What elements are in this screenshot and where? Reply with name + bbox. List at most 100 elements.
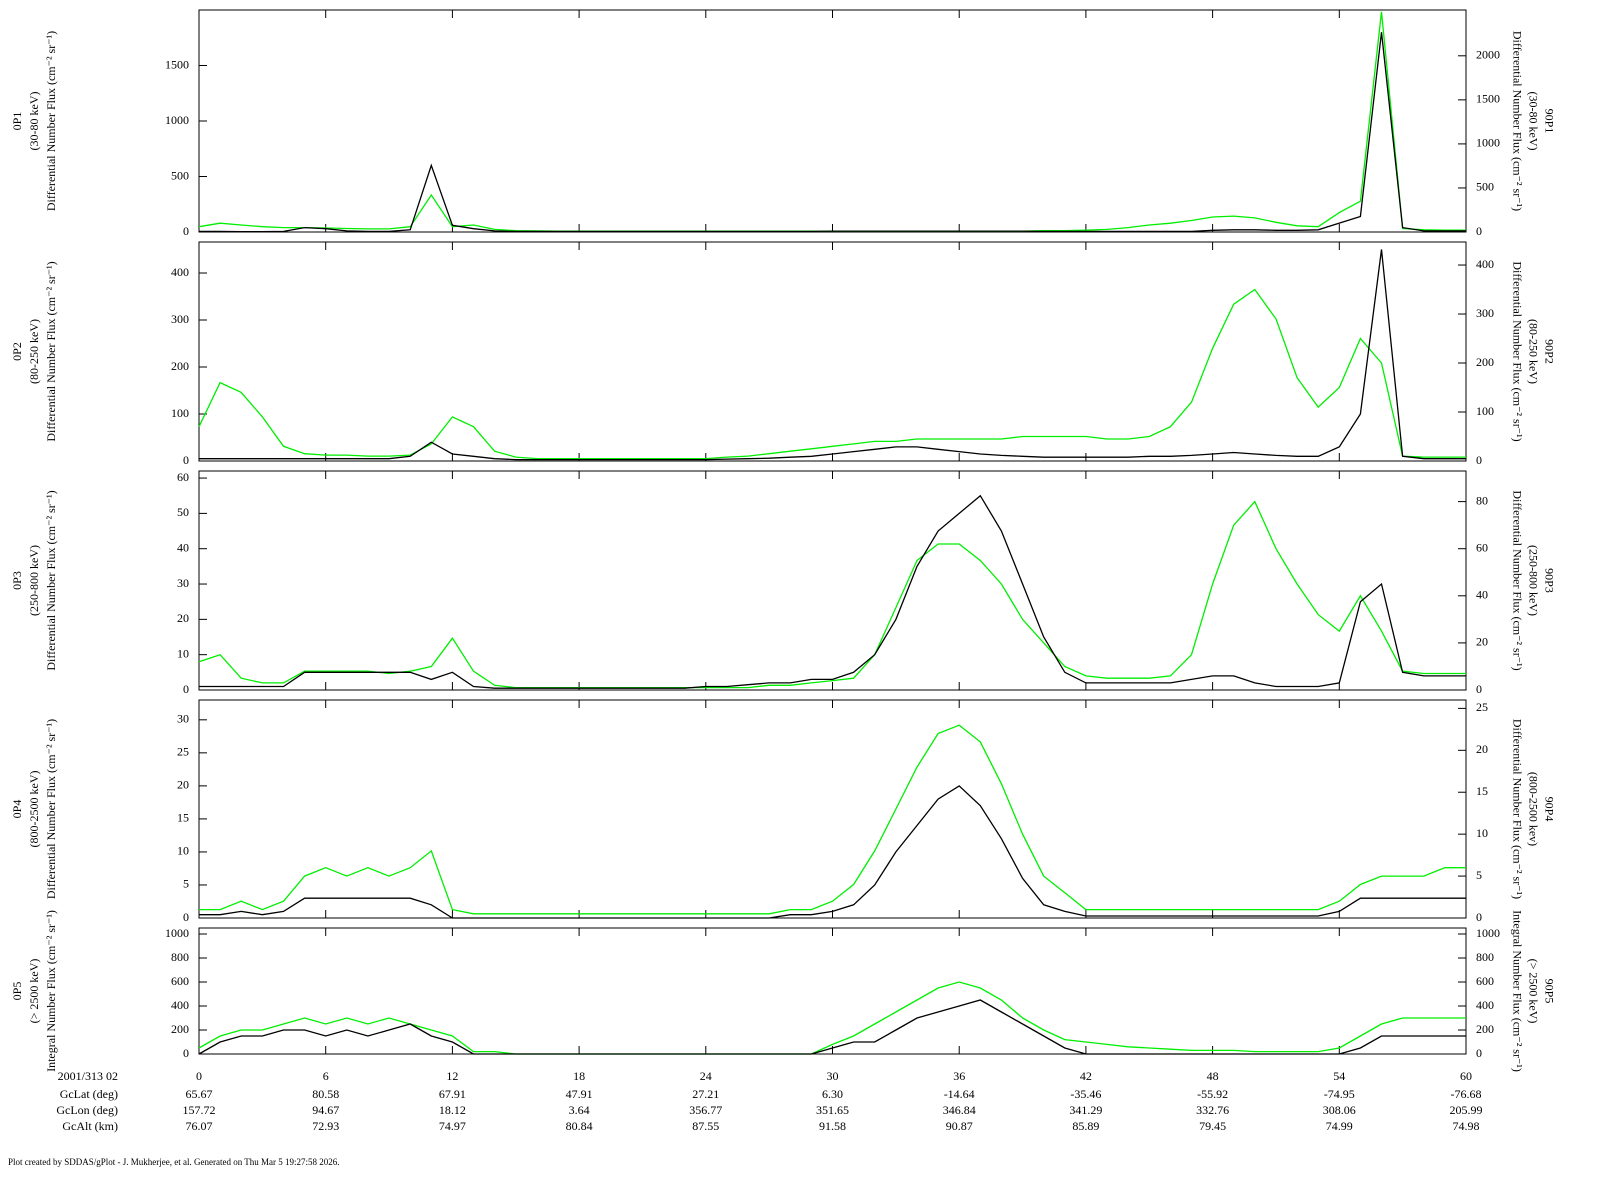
ephemeris-value: 308.06	[1323, 1103, 1356, 1117]
y2-axis-label: 90P3	[1542, 568, 1556, 593]
ephemeris-value: 80.58	[312, 1087, 339, 1101]
x-tick-label: 0	[196, 1069, 202, 1083]
y-axis-label: 0P4	[10, 800, 24, 819]
y2-tick-label: 0	[1476, 224, 1482, 238]
ephemeris-label: GcLat (deg)	[60, 1087, 118, 1101]
ephemeris-value: 67.91	[439, 1087, 466, 1101]
x-tick-label: 18	[573, 1069, 585, 1083]
y-axis-label: (80-250 keV)	[27, 319, 41, 384]
y2-axis-label: (> 2500 keV)	[1526, 959, 1540, 1024]
ephemeris-value: -74.95	[1324, 1087, 1355, 1101]
y-tick-label: 200	[171, 1022, 189, 1036]
y2-axis-label: 90P5	[1542, 979, 1556, 1004]
y2-axis-label: 90P1	[1542, 109, 1556, 134]
y-tick-label: 20	[177, 778, 189, 792]
data-line	[199, 494, 1466, 689]
ephemeris-value: 74.98	[1453, 1119, 1480, 1133]
y2-tick-label: 5	[1476, 868, 1482, 882]
y-tick-label: 30	[177, 576, 189, 590]
data-line	[198, 288, 1466, 460]
x-tick-label: 48	[1207, 1069, 1219, 1083]
y-axis-label: Differential Number Flux (cm⁻² sr⁻¹)	[44, 490, 58, 670]
ephemeris-value: 27.21	[692, 1087, 719, 1101]
ephemeris-value: 72.93	[312, 1119, 339, 1133]
y2-axis-label: (250-800 keV)	[1526, 545, 1540, 616]
y2-tick-label: 100	[1476, 404, 1494, 418]
ephemeris-value: 157.72	[183, 1103, 216, 1117]
ephemeris-value: -76.68	[1451, 1087, 1482, 1101]
y-tick-label: 60	[177, 470, 189, 484]
ephemeris-value: 65.67	[186, 1087, 213, 1101]
data-line	[198, 11, 1466, 232]
ephemeris-value: 91.58	[819, 1119, 846, 1133]
data-line	[198, 981, 1466, 1055]
y-axis-label: (> 2500 keV)	[27, 959, 41, 1024]
y2-tick-label: 400	[1476, 257, 1494, 271]
ephemeris-value: 341.29	[1069, 1103, 1102, 1117]
x-tick-label: 54	[1333, 1069, 1345, 1083]
ephemeris-value: 332.76	[1196, 1103, 1229, 1117]
y2-tick-label: 0	[1476, 1046, 1482, 1060]
y2-tick-label: 600	[1476, 974, 1494, 988]
ephemeris-value: -35.46	[1070, 1087, 1101, 1101]
data-line	[199, 724, 1466, 915]
y2-tick-label: 2000	[1476, 48, 1500, 62]
y-axis-label: 0P3	[10, 571, 24, 590]
ephemeris-value: 47.91	[566, 1087, 593, 1101]
plot-frame	[198, 241, 1467, 462]
y-tick-label: 500	[171, 168, 189, 182]
y-tick-label: 5	[183, 877, 189, 891]
ephemeris-value: 94.67	[312, 1103, 339, 1117]
y-tick-label: 0	[183, 910, 189, 924]
data-line	[198, 999, 1466, 1055]
y2-tick-label: 300	[1476, 306, 1494, 320]
y-tick-label: 20	[177, 611, 189, 625]
y-axis-label: 0P1	[10, 112, 24, 131]
y-axis-label: 0P5	[10, 982, 24, 1001]
y2-axis-label: (30-80 keV)	[1526, 92, 1540, 151]
y-tick-label: 40	[177, 540, 189, 554]
ephemeris-label: GcLon (deg)	[56, 1103, 118, 1117]
y-tick-label: 400	[171, 265, 189, 279]
x-tick-label: 36	[953, 1069, 965, 1083]
y2-tick-label: 500	[1476, 180, 1494, 194]
y2-tick-label: 1500	[1476, 92, 1500, 106]
y2-axis-label: Integral Number Flux (cm⁻² sr⁻¹)	[1510, 910, 1524, 1072]
y-tick-label: 100	[171, 406, 189, 420]
x-tick-label: 12	[446, 1069, 458, 1083]
y-tick-label: 30	[177, 712, 189, 726]
y-tick-label: 15	[177, 811, 189, 825]
ephemeris-value: 356.77	[689, 1103, 722, 1117]
plot-frame	[198, 9, 1467, 233]
x-tick-label: 30	[827, 1069, 839, 1083]
plot-frame	[198, 699, 1467, 919]
y-axis-label: (250-800 keV)	[27, 545, 41, 616]
data-line	[199, 32, 1466, 233]
y-tick-label: 0	[183, 453, 189, 467]
ephemeris-value: 74.99	[1326, 1119, 1353, 1133]
y-tick-label: 1500	[165, 57, 189, 71]
y2-tick-label: 20	[1476, 742, 1488, 756]
data-line	[198, 500, 1466, 689]
y2-tick-label: 200	[1476, 355, 1494, 369]
y2-tick-label: 15	[1476, 784, 1488, 798]
footer: Plot created by SDDAS/gPlot - J. Mukherj…	[8, 1157, 340, 1167]
y2-tick-label: 10	[1476, 826, 1488, 840]
ephemeris-value: 87.55	[692, 1119, 719, 1133]
y-axis-label: Differential Number Flux (cm⁻² sr⁻¹)	[44, 719, 58, 899]
y2-tick-label: 25	[1476, 700, 1488, 714]
y2-tick-label: 1000	[1476, 926, 1500, 940]
x-tick-label: 42	[1080, 1069, 1092, 1083]
ephemeris-value: 205.99	[1450, 1103, 1483, 1117]
y2-tick-label: 0	[1476, 453, 1482, 467]
data-line	[199, 785, 1466, 919]
plot-frame	[198, 927, 1467, 1055]
ephemeris-value: 76.07	[186, 1119, 213, 1133]
y2-axis-label: Differential Number Flux (cm⁻² sr⁻¹)	[1510, 719, 1524, 899]
y-tick-label: 200	[171, 359, 189, 373]
y-tick-label: 10	[177, 844, 189, 858]
y-tick-label: 400	[171, 998, 189, 1012]
y-tick-label: 1000	[165, 926, 189, 940]
y-axis-label: 0P2	[10, 342, 24, 361]
